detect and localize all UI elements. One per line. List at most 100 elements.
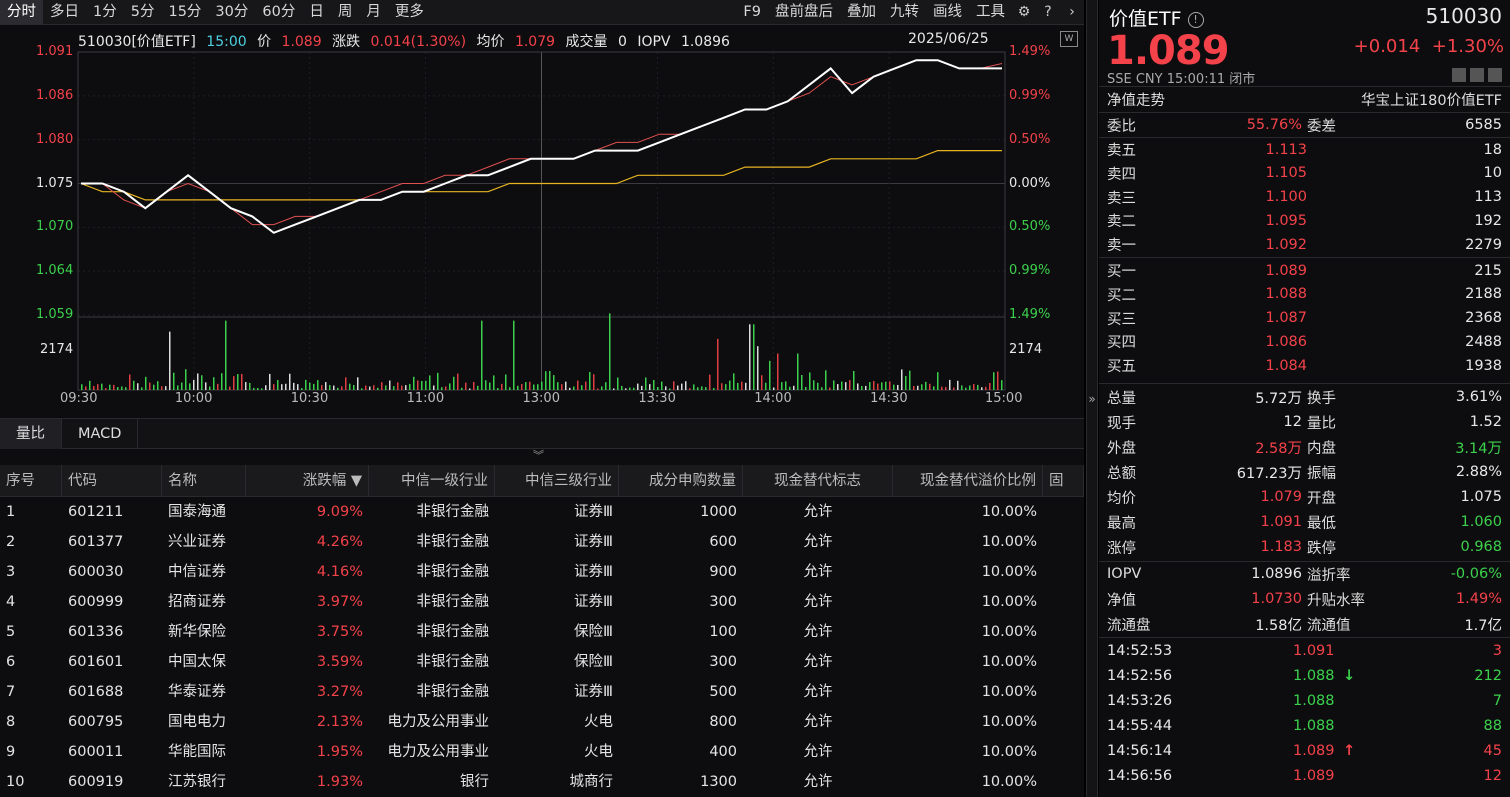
column-header-5[interactable]: 中信三级行业 <box>495 465 619 496</box>
column-header-6[interactable]: 成分申购数量 <box>619 465 743 496</box>
toolbar-tool-0[interactable]: F9 <box>743 4 761 20</box>
bid-row[interactable]: 买五 1.084 1938 <box>1107 354 1502 377</box>
stat-value: 1.49% <box>1455 591 1502 607</box>
column-header-7[interactable]: 现金替代标志 <box>743 465 893 496</box>
indicator-tab-1[interactable]: MACD <box>62 419 139 449</box>
stat-value: 1.079 <box>1260 489 1302 505</box>
period-tab-1[interactable]: 多日 <box>50 4 79 20</box>
bid-row[interactable]: 买三 1.087 2368 <box>1107 307 1502 330</box>
nav-row[interactable]: 净值走势 华宝上证180价值ETF <box>1107 88 1502 111</box>
avg-price-line <box>80 149 1002 201</box>
indicator-tab-0[interactable]: 量比 <box>0 419 62 449</box>
volume-bar <box>417 380 419 390</box>
volume-bar <box>781 382 783 390</box>
bell-icon[interactable] <box>1470 68 1484 82</box>
column-header-4[interactable]: 中信一级行业 <box>369 465 495 496</box>
period-tab-3[interactable]: 5分 <box>130 4 155 20</box>
table-cell: 601688 <box>68 684 124 700</box>
toolbar-tool-2[interactable]: 叠加 <box>847 4 876 20</box>
volume-bar <box>277 380 279 390</box>
volume-bar <box>761 375 763 390</box>
quote-tool-icons <box>1452 68 1502 82</box>
tick-row[interactable]: 14:52:53 1.091 3 <box>1107 640 1502 664</box>
stat-label: 涨停 <box>1107 540 1136 557</box>
period-tab-4[interactable]: 15分 <box>168 4 202 20</box>
period-tab-5[interactable]: 30分 <box>215 4 249 20</box>
period-tab-10[interactable]: 更多 <box>394 4 424 20</box>
volume-bar <box>993 372 995 390</box>
period-tab-0[interactable]: 分时 <box>0 0 43 24</box>
period-tab-6[interactable]: 60分 <box>262 4 296 20</box>
info-icon[interactable]: ! <box>1187 12 1204 28</box>
column-header-9[interactable]: 固 <box>1043 465 1084 496</box>
bid-row[interactable]: 买四 1.086 2488 <box>1107 330 1502 353</box>
ask-row[interactable]: 卖五 1.113 18 <box>1107 138 1502 161</box>
ask-row[interactable]: 卖一 1.092 2279 <box>1107 233 1502 256</box>
table-row[interactable]: 7 601688 华泰证券 3.27% 非银行金融 证券Ⅲ 500 允许 10.00% <box>0 677 1084 707</box>
column-header-1[interactable]: 代码 <box>62 465 162 496</box>
table-row[interactable]: 2 601377 兴业证券 4.26% 非银行金融 证券Ⅲ 600 允许 10.00% <box>0 527 1084 557</box>
volume-bar <box>453 376 455 390</box>
column-header-2[interactable]: 名称 <box>162 465 246 496</box>
stat-row: 外盘 2.58万 <box>1107 435 1302 459</box>
volume-bar <box>289 373 291 390</box>
column-header-0[interactable]: 序号 <box>0 465 62 496</box>
expand-chevron-icon[interactable]: ︾ <box>533 449 544 462</box>
pencil-icon[interactable] <box>1452 68 1466 82</box>
table-row[interactable]: 10 600919 江苏银行 1.93% 银行 城商行 1300 允许 10.00% <box>0 767 1084 797</box>
period-tab-9[interactable]: 月 <box>366 4 381 20</box>
volume-bar <box>585 381 587 390</box>
table-row[interactable]: 3 600030 中信证券 4.16% 非银行金融 证券Ⅲ 900 允许 10.00% <box>0 557 1084 587</box>
divider <box>1099 257 1510 258</box>
table-cell: 4.16% <box>316 564 363 580</box>
period-tab-7[interactable]: 日 <box>309 4 324 20</box>
stat2-row: 流通盘 1.58亿 <box>1107 612 1302 636</box>
ask-row[interactable]: 卖四 1.105 10 <box>1107 162 1502 185</box>
table-cell-extra <box>1043 617 1084 647</box>
stat-value: -0.06% <box>1450 566 1502 582</box>
toolbar-tool-4[interactable]: 画线 <box>933 4 962 20</box>
column-header-8[interactable]: 现金替代溢价比例 <box>893 465 1043 496</box>
table-cell: 6 <box>6 654 16 670</box>
order-price: 1.092 <box>1265 236 1307 253</box>
toolbar-right: F9 盘前盘后 叠加 九转 画线 工具 ⚙? › <box>736 0 1084 24</box>
tick-row[interactable]: 14:56:14 1.089 ↑ 45 <box>1107 740 1502 764</box>
tick-row[interactable]: 14:52:56 1.088 ↓ 212 <box>1107 665 1502 689</box>
table-row[interactable]: 9 600011 华能国际 1.95% 电力及公用事业 火电 400 允许 10.00% <box>0 737 1084 767</box>
bid-row[interactable]: 买一 1.089 215 <box>1107 259 1502 282</box>
table-row[interactable]: 5 601336 新华保险 3.75% 非银行金融 保险Ⅲ 100 允许 10.00% <box>0 617 1084 647</box>
chevron-right-icon[interactable]: › <box>1069 4 1075 20</box>
help-icon[interactable]: ? <box>1044 4 1052 20</box>
table-row[interactable]: 8 600795 国电电力 2.13% 电力及公用事业 火电 800 允许 10.00% <box>0 707 1084 737</box>
ask-row[interactable]: 卖二 1.095 192 <box>1107 209 1502 232</box>
toolbar-tool-5[interactable]: 工具 <box>976 4 1005 20</box>
period-tab-8[interactable]: 周 <box>337 4 353 20</box>
volume-bar <box>861 385 863 390</box>
wp-icon[interactable]: W <box>1060 31 1078 47</box>
toolbar-tool-1[interactable]: 盘前盘后 <box>775 4 833 20</box>
collapse-panel-handle[interactable]: » <box>1086 0 1098 797</box>
table-row[interactable]: 4 600999 招商证券 3.97% 非银行金融 证券Ⅲ 300 允许 10.00% <box>0 587 1084 617</box>
intraday-chart[interactable]: 510030[价值ETF] 15:00 价 1.089 涨跌 0.014(1.3… <box>0 25 1084 415</box>
tick-row[interactable]: 14:56:56 1.089 12 <box>1107 765 1502 789</box>
volume-bar <box>553 375 555 390</box>
bid-row[interactable]: 买二 1.088 2188 <box>1107 283 1502 306</box>
tick-row[interactable]: 14:55:44 1.088 88 <box>1107 715 1502 739</box>
table-row[interactable]: 1 601211 国泰海通 9.09% 非银行金融 证券Ⅲ 1000 允许 10.00% <box>0 497 1084 527</box>
grid-icon[interactable] <box>1488 68 1502 82</box>
stat-label: 跌停 <box>1307 540 1336 557</box>
header-chg: 0.014(1.30%) <box>370 34 467 50</box>
tick-row[interactable]: 14:53:26 1.088 7 <box>1107 690 1502 714</box>
volume-bar <box>785 381 787 390</box>
stat-row: 振幅 2.88% <box>1307 460 1502 484</box>
column-header-3[interactable]: 涨跌幅 ▼ <box>246 465 369 496</box>
weicha-value: 6585 <box>1465 117 1502 133</box>
table-row[interactable]: 6 601601 中国太保 3.59% 非银行金融 保险Ⅲ 300 允许 10.00% <box>0 647 1084 677</box>
toolbar-tool-3[interactable]: 九转 <box>890 4 919 20</box>
y-left-label: 1.091 <box>36 44 74 59</box>
stat-value: 0.968 <box>1460 539 1502 555</box>
settings-gear-icon[interactable]: ⚙ <box>1017 4 1031 20</box>
ask-row[interactable]: 卖三 1.100 113 <box>1107 186 1502 209</box>
period-tab-2[interactable]: 1分 <box>93 4 117 20</box>
volume-bar <box>985 386 987 390</box>
